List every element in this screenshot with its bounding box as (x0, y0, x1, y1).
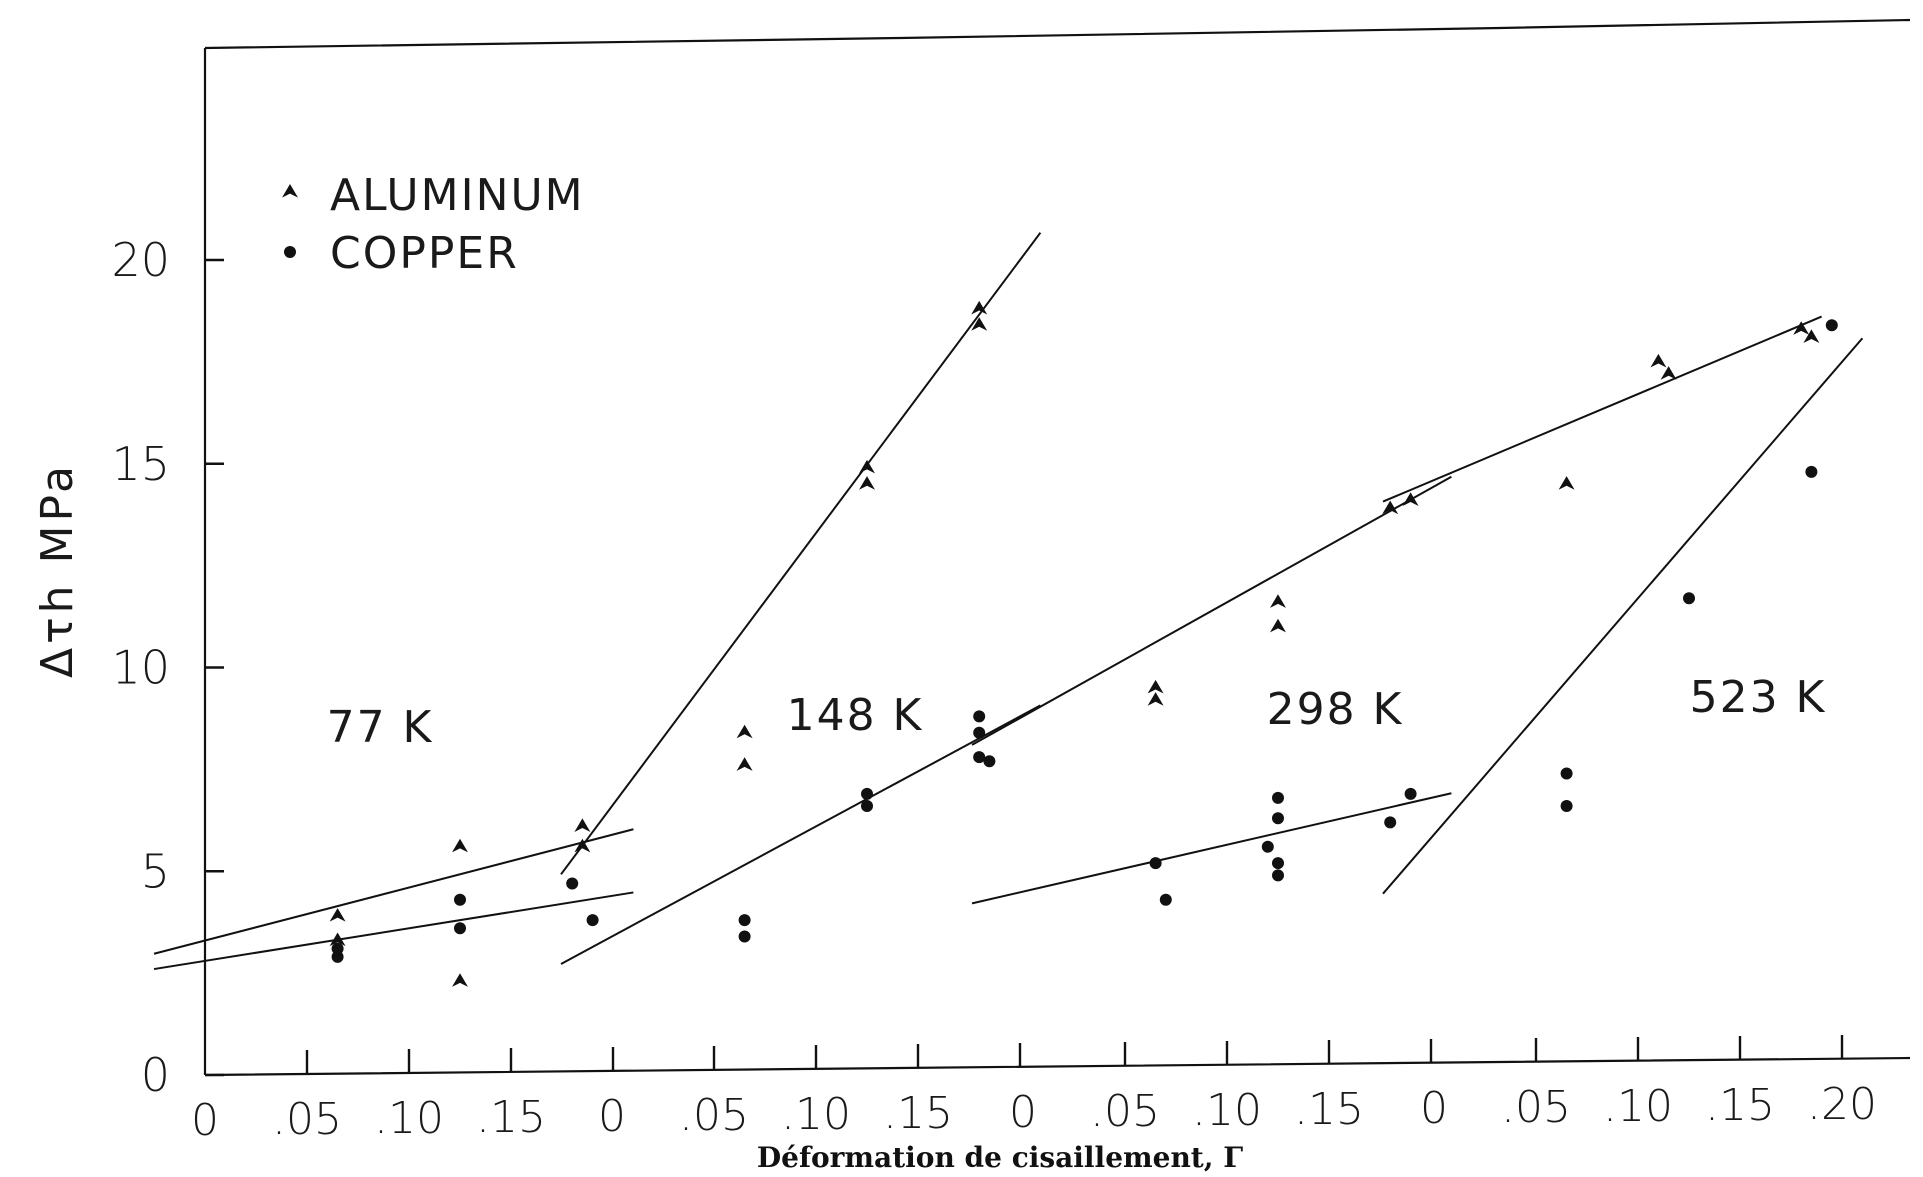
x-axis-label: Déformation de cisaillement, Γ (757, 1141, 1243, 1174)
aluminum-point (1803, 329, 1820, 344)
x-axis-line (204, 1056, 1911, 1077)
legend-label-aluminum: ALUMINUM (330, 170, 585, 221)
labels: 0 5 10 15 20 0 .05 .10 .15 0 .05 .10 .15 0 .05 .10 .15 0.… (32, 170, 1877, 1174)
aluminum-fit-line (153, 828, 634, 955)
x-tick-label: .15 (1294, 1084, 1364, 1135)
x-tick-label: .15 (476, 1092, 546, 1143)
aluminum-point (1147, 692, 1164, 706)
copper-point (1272, 791, 1284, 804)
copper-point (1560, 800, 1573, 813)
x-tick-label: .15 (883, 1088, 953, 1139)
y-tick-label: 0 (141, 1048, 170, 1102)
copper-fit-line (560, 704, 1041, 965)
x-tick-label: .05 (679, 1090, 749, 1141)
aluminum-fit-line (1382, 315, 1822, 503)
copper-point (983, 755, 996, 768)
x-tick-label: 0 (191, 1095, 219, 1146)
copper-point (1825, 319, 1838, 332)
aluminum-point (1402, 492, 1419, 507)
copper-point (454, 922, 466, 935)
copper-point (1272, 869, 1284, 882)
x-tick-label: 0 (1009, 1087, 1037, 1138)
legend-label-copper: COPPER (330, 228, 519, 279)
aluminum-point (452, 973, 468, 987)
x-tick-label: .10 (1192, 1085, 1262, 1136)
aluminum-point (736, 757, 753, 771)
copper-point (1159, 893, 1172, 906)
temperature-label: 77 K (327, 702, 434, 753)
aluminum-point (971, 300, 988, 315)
aluminum-point (971, 317, 988, 331)
copper-point (861, 787, 873, 800)
copper-point (973, 710, 986, 723)
temperature-label: 298 K (1267, 684, 1404, 735)
copper-point (331, 942, 344, 955)
x-tick-label: .15 (1705, 1080, 1775, 1131)
y-tick-label: 5 (141, 844, 170, 898)
copper-point (1683, 592, 1695, 605)
y-tick-label: 20 (111, 233, 170, 287)
x-tick-label: .20 (1807, 1079, 1877, 1130)
copper-fit-line (153, 891, 634, 971)
x-tick-label: .05 (1090, 1086, 1160, 1137)
x-tick-label: 0 (598, 1091, 626, 1142)
copper-point (1149, 857, 1162, 870)
y-tick-label: 10 (111, 641, 170, 695)
aluminum-point (859, 476, 875, 490)
x-tick-label: .10 (781, 1089, 851, 1140)
y-tick-label: 15 (111, 437, 170, 491)
copper-fit-line (971, 792, 1452, 905)
copper-point (586, 914, 599, 927)
x-tick-label: .05 (1501, 1082, 1571, 1133)
copper-point (973, 726, 986, 739)
aluminum-point (1558, 476, 1575, 490)
aluminum-fit-line (560, 232, 1042, 875)
aluminum-fit-line (971, 475, 1452, 746)
copper-point (973, 751, 986, 764)
top-frame-line (204, 18, 1911, 50)
copper-point (738, 930, 751, 943)
copper-point (738, 914, 751, 927)
aluminum-point (1793, 321, 1810, 335)
axes (203, 18, 1911, 1077)
aluminum-point (1650, 353, 1667, 368)
fit-lines (153, 232, 1864, 971)
x-tick-label: .10 (1603, 1081, 1673, 1132)
copper-point (454, 893, 466, 906)
data-marks (329, 300, 1838, 987)
aluminum-point (452, 838, 468, 853)
aluminum-point (859, 459, 875, 474)
aluminum-point (574, 818, 591, 833)
temperature-label: 148 K (787, 690, 924, 741)
aluminum-point (574, 838, 591, 853)
copper-point (1404, 787, 1417, 800)
legend-marker-copper (284, 246, 296, 258)
y-axis-label: Δτh MPa (32, 462, 83, 678)
copper-point (1272, 812, 1284, 825)
aluminum-point (282, 184, 298, 198)
ticks (205, 258, 1844, 1077)
copper-point (1272, 857, 1284, 870)
aluminum-point (1270, 594, 1286, 608)
copper-fit-line (1382, 337, 1864, 895)
aluminum-point (329, 932, 346, 947)
x-tick-label: 0 (1420, 1083, 1448, 1134)
aluminum-point (1147, 679, 1164, 694)
x-tick-label: .05 (272, 1094, 342, 1145)
aluminum-point (1270, 618, 1286, 633)
copper-point (1560, 767, 1573, 780)
temperature-label: 523 K (1690, 672, 1827, 723)
copper-point (1261, 840, 1274, 853)
x-tick-label: .10 (374, 1093, 444, 1144)
aluminum-point (329, 908, 346, 922)
copper-point (566, 877, 579, 890)
copper-point (861, 800, 873, 813)
copper-point (1384, 816, 1397, 829)
copper-point (1805, 465, 1818, 478)
aluminum-point (1382, 500, 1399, 515)
aluminum-point (736, 724, 753, 739)
aluminum-point (1660, 366, 1677, 380)
